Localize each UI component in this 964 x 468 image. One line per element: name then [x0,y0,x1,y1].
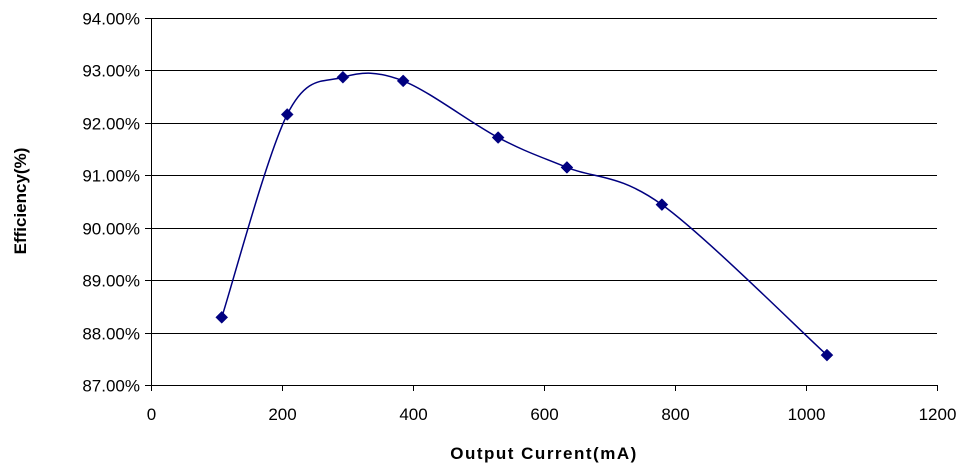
x-tick-label: 0 [147,405,156,424]
x-tick-label: 600 [530,405,558,424]
x-tick-label: 200 [268,405,296,424]
data-point-marker [820,348,834,362]
y-tick-label: 93.00% [82,62,140,81]
y-tick-labels: 87.00% 88.00% 89.00% 90.00% 91.00% 92.00% 93.0… [82,10,140,396]
data-point-marker [560,161,574,174]
y-tick-label: 94.00% [82,10,140,29]
y-tick-label: 92.00% [82,115,140,134]
axes [145,18,938,391]
x-tick-label: 1200 [919,405,957,424]
data-point-marker [655,198,669,211]
y-tick-label: 91.00% [82,167,140,186]
data-point-marker [491,131,505,144]
x-tick-labels: 0 200 400 600 800 1000 1200 [147,405,957,424]
gridlines [151,18,937,386]
y-tick-label: 88.00% [82,325,140,344]
x-tick-label: 800 [661,405,689,424]
x-tick-label: 1000 [788,405,826,424]
y-tick-label: 90.00% [82,220,140,239]
series-line [221,72,828,356]
y-tick-label: 89.00% [82,272,140,291]
y-tick-label: 87.00% [82,377,140,396]
y-axis-title: Efficiency(%) [11,148,30,255]
data-point-marker [336,70,350,84]
data-point-marker [396,74,410,88]
data-point-marker [280,108,294,121]
data-point-marker [215,311,229,324]
x-axis-title: Output Current(mA) [450,444,638,463]
x-tick-label: 400 [399,405,427,424]
series-layer [215,70,834,362]
